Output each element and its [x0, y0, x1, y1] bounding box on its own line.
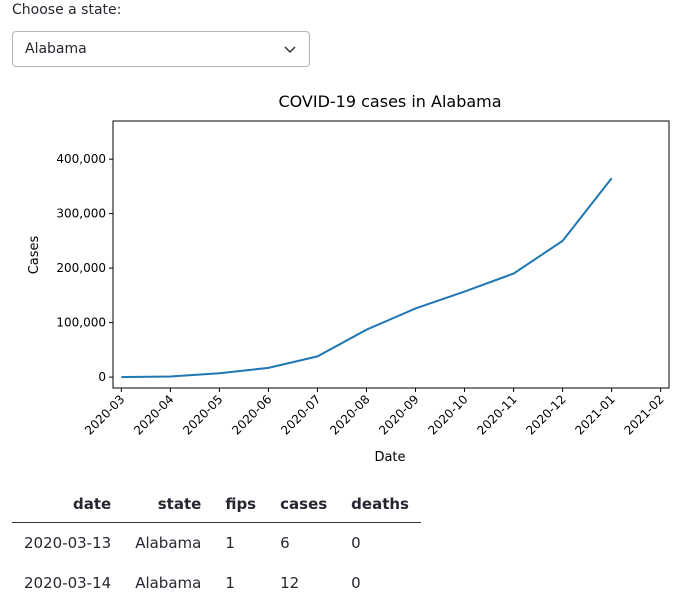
- x-tick-label: 2021-02: [621, 392, 666, 437]
- column-header: state: [123, 486, 214, 523]
- plot-frame: [112, 120, 670, 389]
- x-tick-label: 2020-09: [376, 392, 421, 437]
- x-tick-label: 2020-03: [82, 392, 127, 437]
- data-line: [121, 177, 613, 379]
- table-cell: 0: [351, 534, 361, 552]
- x-tick-label: 2020-11: [474, 392, 519, 437]
- column-header: fips: [213, 486, 269, 523]
- x-tick-label: 2020-10: [425, 392, 470, 437]
- chevron: [284, 46, 296, 54]
- table-cell: Alabama: [135, 574, 202, 592]
- column-header: date: [12, 486, 124, 523]
- column-header: deaths: [339, 486, 421, 523]
- chart-title: COVID-19 cases in Alabama: [278, 92, 501, 111]
- table-cell: 2020-03-14: [24, 574, 112, 592]
- table-cell: 0: [351, 574, 361, 592]
- chart: COVID-19 cases in Alabama Date Cases 0 10…: [27, 92, 670, 465]
- y-tick-label: 400,000: [56, 152, 106, 166]
- table-cell: 1: [225, 574, 235, 592]
- table-row: 2020-03-13 Alabama 1 6 0: [12, 523, 421, 564]
- x-tick-label: 2020-06: [229, 392, 274, 437]
- x-tick-label: 2020-12: [523, 392, 568, 437]
- y-tick-label: 200,000: [56, 261, 106, 275]
- y-axis-label: Cases: [27, 235, 42, 274]
- select-label: Choose a state:: [12, 2, 122, 18]
- x-tick-label: 2020-04: [131, 392, 176, 437]
- y-tick-label: 300,000: [56, 207, 106, 221]
- select-value: Alabama: [25, 41, 87, 57]
- state-select[interactable]: Alabama: [12, 31, 310, 67]
- x-tick-label: 2021-01: [572, 392, 617, 437]
- table-row: 2020-03-14 Alabama 1 12 0: [12, 563, 421, 603]
- x-tick-label: 2020-07: [278, 392, 323, 437]
- table-cell: 12: [280, 574, 300, 592]
- table-cell: 1: [225, 534, 235, 552]
- x-tick-label: 2020-08: [327, 392, 372, 437]
- y-tick-label: 100,000: [56, 316, 106, 330]
- x-tick-label: 2020-05: [180, 392, 225, 437]
- column-header: cases: [268, 486, 340, 523]
- table-cell: 6: [280, 534, 290, 552]
- y-tick-label: 0: [98, 370, 106, 384]
- data-table: date state fips cases deaths 2020-03-13 Alabam…: [12, 486, 421, 603]
- x-axis-label: Date: [374, 450, 405, 465]
- table-cell: Alabama: [135, 534, 202, 552]
- table-cell: 2020-03-13: [24, 534, 112, 552]
